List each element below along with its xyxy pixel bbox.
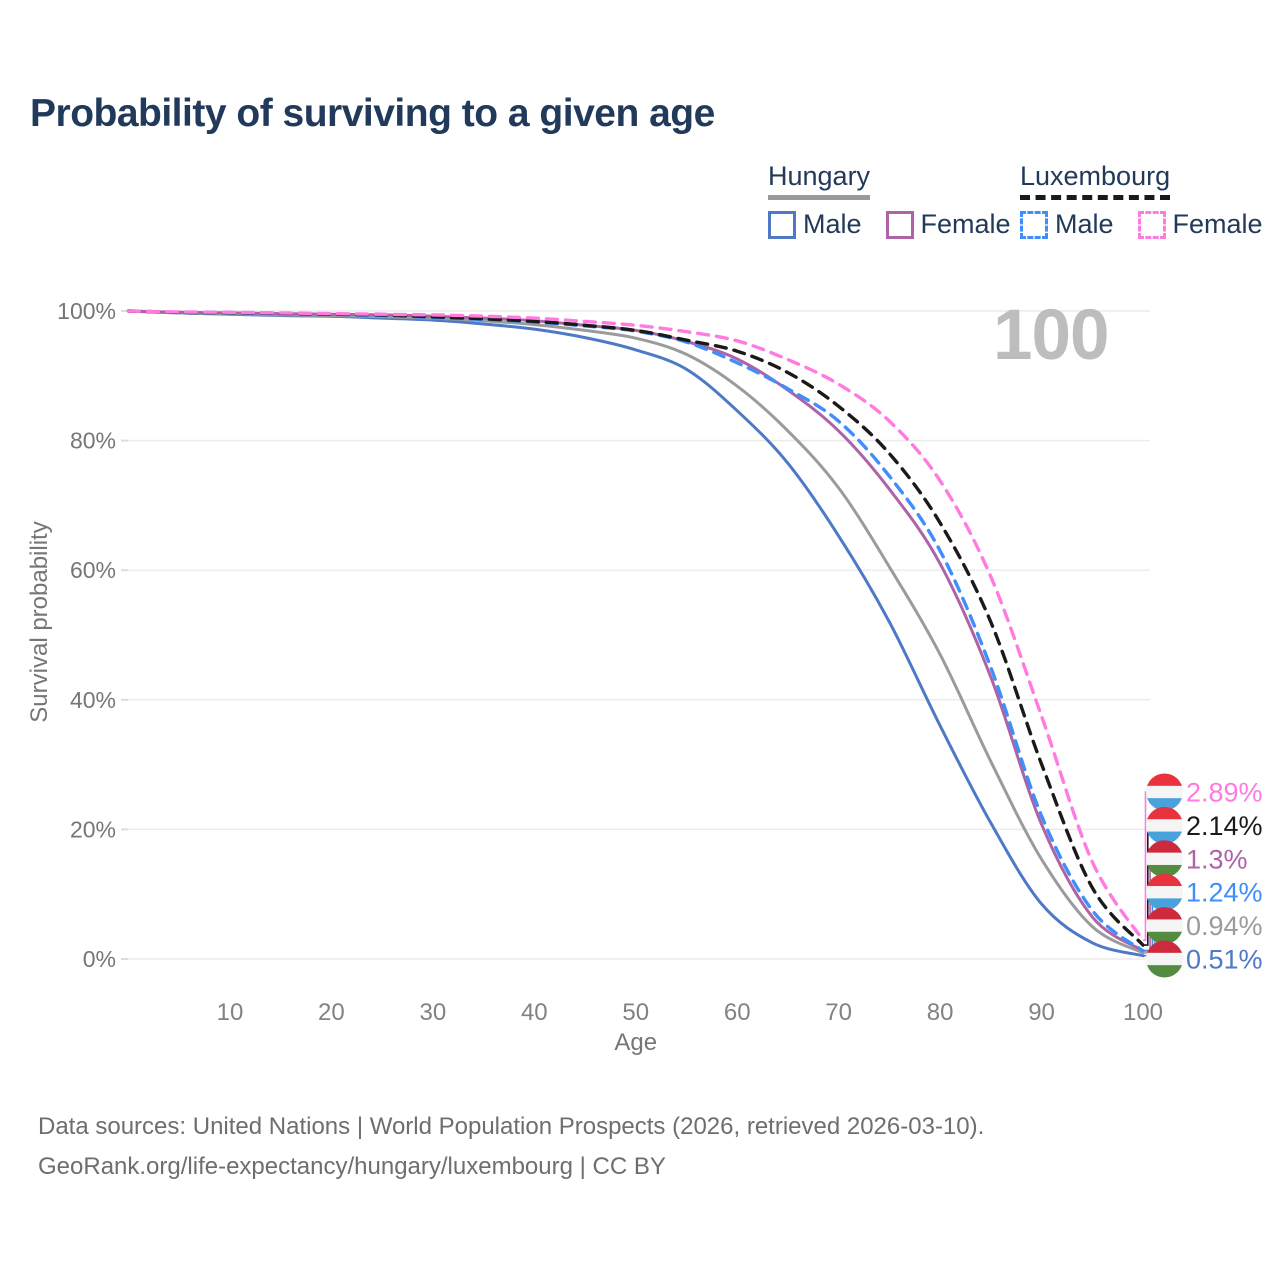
flag-icon-lu	[1146, 806, 1183, 844]
legend-items-luxembourg: Male Female	[1020, 209, 1263, 240]
end-label-value-luxembourg-female: 2.89%	[1186, 778, 1263, 808]
legend-swatch-luxembourg-male	[1020, 210, 1048, 239]
end-label-value-hungary-both: 0.94%	[1186, 911, 1263, 941]
end-label-value-hungary-female: 1.3%	[1186, 844, 1248, 874]
legend-label-luxembourg-female: Female	[1172, 209, 1263, 239]
footer-source-line: Data sources: United Nations | World Pop…	[38, 1113, 985, 1140]
legend-item-hungary-male: Male	[768, 209, 862, 240]
page-title: Probability of surviving to a given age	[30, 92, 715, 135]
x-tick-label: 90	[1028, 999, 1055, 1026]
x-tick-label: 20	[318, 999, 345, 1026]
footer-attribution-line: GeoRank.org/life-expectancy/hungary/luxe…	[38, 1153, 666, 1180]
legend-swatch-luxembourg-female	[1137, 210, 1166, 239]
legend-country-hungary: Hungary	[768, 161, 871, 200]
flag-icon-hu	[1146, 940, 1183, 978]
legend-group-luxembourg: Luxembourg Male Female	[1020, 161, 1263, 240]
x-tick-label: 70	[825, 999, 852, 1026]
y-tick-label: 0%	[83, 946, 116, 972]
age-counter-watermark: 100	[993, 296, 1109, 375]
legend-item-luxembourg-male: Male	[1020, 209, 1114, 240]
x-tick-label: 30	[419, 999, 446, 1026]
legend-swatch-hungary-female	[885, 210, 914, 239]
y-axis-title: Survival probability	[26, 521, 53, 722]
legend-label-luxembourg-male: Male	[1055, 209, 1114, 239]
y-tick-label: 20%	[70, 816, 116, 842]
survival-chart: 0% 20% 40% 60% 80% 100% 10 20 30 40 50 60 70 80 90 100 A…	[26, 298, 1263, 1056]
chart-line-luxembourg-female	[126, 309, 1145, 942]
y-tick-label: 60%	[70, 557, 116, 583]
flag-icon-hu	[1146, 840, 1183, 878]
chart-line-hungary-male	[127, 309, 1145, 958]
legend-item-hungary-female: Female	[885, 209, 1011, 240]
end-label-value-hungary-male: 0.51%	[1186, 945, 1263, 975]
flag-icon-lu	[1146, 773, 1183, 811]
flag-icon-hu	[1146, 907, 1183, 945]
x-tick-label: 10	[217, 999, 244, 1026]
x-axis-title: Age	[614, 1029, 657, 1056]
y-tick-label: 100%	[57, 298, 116, 324]
y-tick-label: 40%	[70, 687, 116, 713]
x-tick-label: 80	[927, 999, 954, 1026]
flag-icon-lu	[1146, 873, 1183, 911]
legend-group-hungary: Hungary Male Female	[768, 161, 1011, 240]
end-label-value-luxembourg-male: 1.24%	[1186, 878, 1263, 908]
footer: Data sources: United Nations | World Pop…	[38, 1107, 984, 1187]
legend-label-hungary-female: Female	[920, 209, 1011, 239]
y-tick-label: 80%	[70, 428, 116, 454]
legend-swatch-hungary-male	[768, 210, 796, 239]
x-tick-label: 100	[1123, 999, 1163, 1026]
chart-line-luxembourg-male	[126, 309, 1145, 953]
x-tick-label: 50	[622, 999, 649, 1026]
x-tick-label: 60	[724, 999, 751, 1026]
legend-label-hungary-male: Male	[803, 209, 862, 239]
chart-line-hungary-female	[127, 309, 1145, 953]
end-label-value-luxembourg-both: 2.14%	[1186, 811, 1263, 841]
legend-items-hungary: Male Female	[768, 209, 1011, 240]
x-tick-label: 40	[521, 999, 548, 1026]
chart-line-luxembourg-both	[126, 309, 1145, 947]
legend-country-luxembourg: Luxembourg	[1020, 161, 1171, 200]
legend-item-luxembourg-female: Female	[1137, 209, 1263, 240]
chart-line-hungary-both	[127, 309, 1145, 955]
